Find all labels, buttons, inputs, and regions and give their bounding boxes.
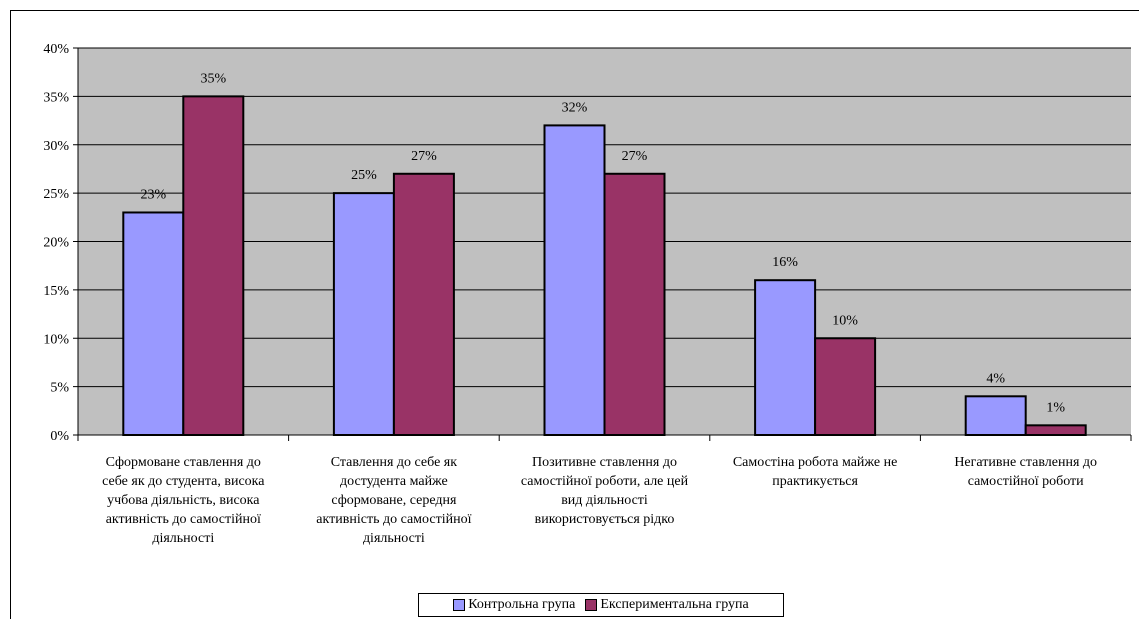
data-label: 4% (986, 371, 1005, 386)
x-category-label: Самостіна робота майже не практикується (715, 453, 915, 491)
x-category-label-line: діяльності (152, 531, 215, 546)
bar-control (332, 192, 395, 436)
x-category-label-line: Ставлення до себе як (330, 455, 458, 470)
x-category-label-line: Самостіна робота майже не (732, 455, 898, 470)
bar-experimental (603, 172, 666, 436)
y-tick-label: 5% (50, 381, 69, 396)
x-category-label-line: учбова діяльність, висока (107, 493, 260, 508)
bar-experimental (814, 337, 877, 436)
legend-swatch-experimental (585, 599, 598, 611)
data-label: 35% (200, 71, 226, 86)
y-tick-label: 20% (43, 236, 69, 251)
bar-control (122, 211, 185, 436)
data-label: 25% (351, 168, 377, 183)
x-category-label: Ставлення до себе як достудента майже сфор… (294, 453, 494, 548)
chart-frame (10, 10, 1139, 619)
x-category-label-line: Сформоване ставлення до (105, 455, 261, 470)
legend-swatch-control (453, 599, 466, 611)
y-tick-label: 25% (43, 187, 69, 202)
data-label: 32% (562, 100, 588, 115)
x-category-label-line: себе як до студента, висока (102, 474, 265, 489)
x-category-label-line: діяльності (362, 531, 425, 546)
x-category-label-line: Негативне ставлення до (954, 455, 1098, 470)
x-category-label: Негативне ставлення до самостійної роботи (926, 453, 1126, 491)
x-category-label-line: достудента майже (340, 474, 448, 489)
bar-experimental (392, 172, 455, 436)
legend: Контрольна група Експериментальна група (418, 593, 784, 617)
bar-control (964, 395, 1027, 436)
x-category-label-line: самостійної роботи, але цей (520, 474, 689, 489)
x-category-label-line: сформоване, середня (331, 493, 457, 508)
x-category-label-line: використовується рідко (534, 512, 675, 527)
y-tick-label: 30% (43, 139, 69, 154)
data-label: 23% (140, 187, 166, 202)
data-label: 10% (832, 313, 858, 328)
data-label: 27% (622, 149, 648, 164)
x-category-label: Сформоване ставлення до себе як до студен… (83, 453, 283, 548)
data-label: 1% (1046, 400, 1065, 415)
x-category-label-line: практикується (772, 474, 858, 489)
y-tick-label: 35% (43, 90, 69, 105)
data-label: 16% (772, 255, 798, 270)
y-tick-label: 10% (43, 332, 69, 347)
bar-experimental (1024, 424, 1087, 437)
y-tick-label: 0% (50, 429, 69, 444)
data-label: 27% (411, 149, 437, 164)
legend-label-control: Контрольна група (468, 597, 576, 612)
legend-item-experimental: Експериментальна група (585, 597, 749, 613)
x-category-label-line: самостійної роботи (967, 474, 1084, 489)
bar-control (754, 279, 817, 437)
y-tick-label: 15% (43, 284, 69, 299)
x-category-label: Позитивне ставлення до самостійної роботи… (505, 453, 705, 529)
x-category-label-line: вид діяльності (561, 493, 648, 508)
x-category-label-line: активність до самостійної (105, 512, 261, 527)
x-category-label-line: Позитивне ставлення до (532, 455, 677, 470)
x-category-label-line: активність до самостійної (316, 512, 472, 527)
legend-label-experimental: Експериментальна група (600, 597, 749, 612)
bar-experimental (182, 95, 245, 436)
bar-control (543, 124, 606, 437)
legend-item-control: Контрольна група (453, 597, 575, 613)
y-tick-label: 40% (43, 42, 69, 57)
